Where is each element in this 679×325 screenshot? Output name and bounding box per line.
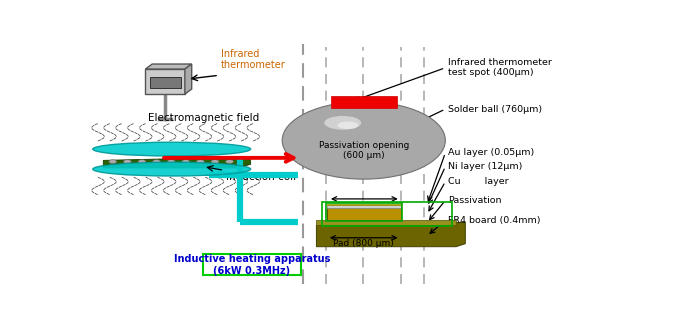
Ellipse shape [93,162,251,176]
Bar [322,202,452,226]
Bar [203,254,301,276]
Circle shape [282,101,445,179]
Bar [331,96,397,108]
Text: FR4 board (0.4mm): FR4 board (0.4mm) [448,216,540,225]
Circle shape [167,160,175,163]
Polygon shape [103,157,251,168]
Text: Infrared thermometer
test spot (400μm): Infrared thermometer test spot (400μm) [448,58,552,77]
Text: Passivation opening
(600 μm): Passivation opening (600 μm) [319,141,409,160]
Circle shape [196,160,204,163]
Text: Infrared
thermometer: Infrared thermometer [221,49,285,70]
Circle shape [109,160,117,163]
Text: Electromagnetic field: Electromagnetic field [148,113,259,123]
Circle shape [182,160,189,163]
Circle shape [138,160,146,163]
Polygon shape [316,222,465,247]
Ellipse shape [325,116,361,130]
Polygon shape [145,64,191,69]
Bar [326,203,402,221]
Circle shape [225,160,234,163]
Ellipse shape [337,122,359,129]
Text: Au layer (0.05μm): Au layer (0.05μm) [448,149,534,157]
Circle shape [211,160,219,163]
Text: Passivation: Passivation [448,196,502,205]
Polygon shape [185,64,191,94]
Circle shape [153,160,160,163]
Text: Induction coil: Induction coil [226,172,296,182]
Text: Solder ball (760μm): Solder ball (760μm) [448,105,542,113]
Text: Ni layer (12μm): Ni layer (12μm) [448,162,522,171]
Bar [145,69,185,94]
Bar [327,204,401,205]
Ellipse shape [93,142,251,156]
Bar [327,205,401,208]
Bar [327,208,401,220]
Text: Cu        layer: Cu layer [448,177,509,186]
Text: Pad (800 μm): Pad (800 μm) [333,239,394,248]
Bar [149,76,181,88]
Bar [316,220,456,226]
Circle shape [124,160,131,163]
Text: Inductive heating apparatus
(6kW 0.3MHz): Inductive heating apparatus (6kW 0.3MHz) [174,254,330,276]
